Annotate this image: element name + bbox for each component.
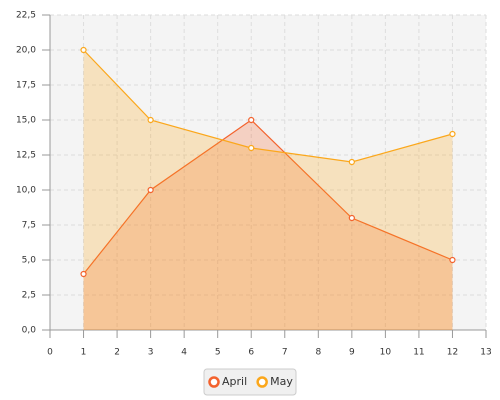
x-tick-label: 4 [181,348,187,358]
legend-marker [256,376,268,388]
data-point [147,186,154,194]
x-tick-label: 5 [215,348,221,358]
x-tick-label: 10 [380,348,392,358]
data-point [248,116,255,124]
area-fill [83,50,453,330]
data-point [348,158,355,166]
y-tick-label: 20,0 [16,46,36,56]
x-tick-label: 6 [248,348,254,358]
x-tick-label: 11 [413,348,424,358]
y-tick-label: 15,0 [16,116,36,126]
y-tick-label: 2,5 [22,291,36,301]
x-tick-label: 0 [47,348,53,358]
y-tick-label: 0,0 [22,326,37,336]
y-tick-label: 22,5 [16,11,36,21]
legend-label: May [270,375,293,388]
y-tick-label: 10,0 [16,186,36,196]
data-point [449,256,456,264]
x-tick-label: 2 [114,348,120,358]
x-tick-label: 12 [447,348,458,358]
x-tick-label: 8 [315,348,321,358]
x-tick-label: 13 [480,348,491,358]
legend-marker [208,376,220,388]
plot-background [50,15,486,330]
x-tick-label: 9 [349,348,355,358]
x-tick-label: 3 [148,348,154,358]
area-fill [83,120,453,330]
data-point [248,144,255,152]
data-point [348,214,355,222]
legend-label: April [222,375,247,388]
data-point [80,46,87,54]
y-tick-label: 5,0 [22,256,37,266]
data-point [147,116,154,124]
x-tick-label: 1 [81,348,87,358]
y-tick-label: 12,5 [16,151,36,161]
data-point [449,130,456,138]
x-tick-label: 7 [282,348,288,358]
legend-box [203,368,297,396]
y-tick-label: 17,5 [16,81,36,91]
y-tick-label: 7,5 [22,221,36,231]
data-point [80,270,87,278]
